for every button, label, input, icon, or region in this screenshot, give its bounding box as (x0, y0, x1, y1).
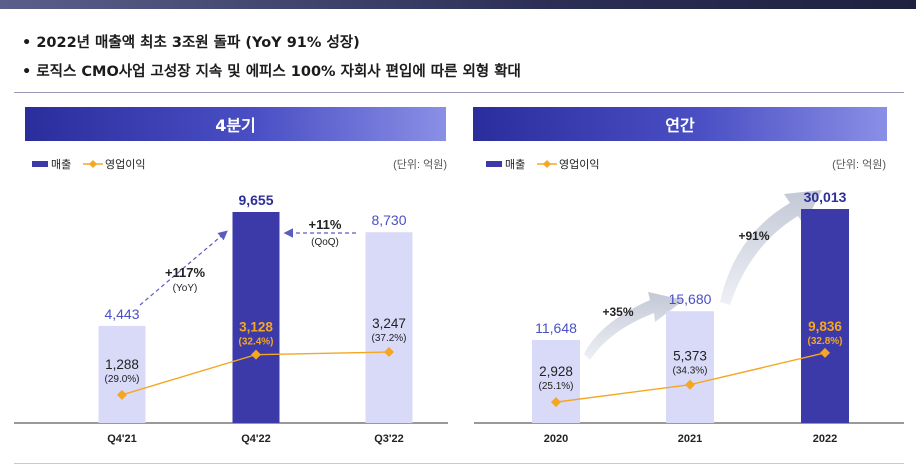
annual-growth-arrow-2022 (720, 190, 822, 305)
quarterly-op-value-2: 3,247 (372, 316, 406, 331)
annual-chart-header: 연간 (473, 107, 887, 141)
top-decor-bar (0, 0, 916, 9)
quarterly-legend-op-income: 영업이익 (105, 158, 145, 171)
quarterly-unit-label: (단위: 억원) (393, 158, 447, 171)
annual-category-2: 2022 (813, 433, 837, 445)
annual-growth-2022: +91% (738, 229, 769, 243)
quarterly-op-point-2 (384, 347, 394, 358)
annual-bar-0 (532, 339, 580, 423)
annual-bar-value-2: 30,013 (804, 189, 847, 205)
annual-category-1: 2021 (678, 433, 702, 445)
quarterly-bar-1 (232, 212, 280, 423)
quarterly-bar-value-0: 4,443 (104, 306, 139, 322)
annual-op-value-1: 5,373 (673, 349, 707, 364)
quarterly-bar-value-2: 8,730 (371, 212, 406, 228)
quarterly-qoq-growth: +11% (309, 217, 342, 232)
quarterly-chart-title: 4분기 (215, 116, 256, 135)
quarterly-op-value-0: 1,288 (105, 357, 139, 372)
quarterly-op-point-0 (117, 389, 127, 400)
annual-op-margin-1: (34.3%) (672, 366, 707, 377)
quarterly-op-margin-1: (32.4%) (238, 337, 273, 348)
annual-legend-op-income: 영업이익 (559, 158, 599, 171)
annual-op-point-0 (551, 397, 561, 408)
annual-unit-label: (단위: 억원) (832, 158, 886, 171)
annual-bar-value-0: 11,648 (535, 320, 577, 336)
quarterly-yoy-label: (YoY) (173, 283, 198, 294)
quarterly-op-value-1: 3,128 (239, 320, 273, 335)
annual-growth-arrow-2021 (584, 292, 684, 360)
annual-op-margin-2: (32.8%) (807, 336, 842, 347)
quarterly-qoq-label: (QoQ) (311, 237, 339, 248)
quarterly-op-margin-2: (37.2%) (371, 333, 406, 344)
quarterly-op-point-1 (251, 349, 261, 360)
quarterly-legend-bar-swatch (32, 161, 48, 167)
annual-bar-value-1: 15,680 (669, 291, 712, 307)
annual-op-point-1 (685, 379, 695, 390)
quarterly-legend-diamond (89, 160, 97, 168)
quarterly-category-2: Q3'22 (374, 433, 404, 445)
annual-legend-revenue: 매출 (505, 158, 525, 171)
quarterly-yoy-dashed-arrow (139, 230, 228, 306)
annual-bar-1 (666, 311, 714, 423)
quarterly-bar-2 (365, 232, 413, 423)
annual-legend-diamond (543, 160, 551, 168)
annual-chart-title: 연간 (665, 116, 695, 135)
annual-growth-2021: +35% (602, 305, 633, 319)
divider-top (14, 92, 904, 93)
headline-bullet-revenue: • 2022년 매출액 최초 3조원 돌파 (YoY 91% 성장) (22, 35, 360, 51)
quarterly-yoy-growth: +117% (165, 265, 206, 280)
headline-bullet-growth: • 로직스 CMO사업 고성장 지속 및 에피스 100% 자회사 편입에 따른… (22, 64, 521, 80)
annual-legend-bar-swatch (486, 161, 502, 167)
divider-bottom (14, 463, 904, 464)
annual-category-0: 2020 (544, 433, 568, 445)
annual-bar-2 (801, 209, 849, 423)
quarterly-op-margin-0: (29.0%) (104, 374, 139, 385)
quarterly-category-1: Q4'22 (241, 433, 271, 445)
annual-op-point-2 (820, 347, 830, 358)
annual-op-value-0: 2,928 (539, 364, 573, 379)
quarterly-category-0: Q4'21 (107, 433, 137, 445)
quarterly-chart-header: 4분기 (25, 107, 446, 141)
quarterly-bar-0 (98, 325, 146, 423)
quarterly-legend-revenue: 매출 (51, 158, 71, 171)
annual-op-value-2: 9,836 (808, 319, 842, 334)
quarterly-bar-value-1: 9,655 (238, 192, 273, 208)
annual-op-margin-0: (25.1%) (538, 381, 573, 392)
